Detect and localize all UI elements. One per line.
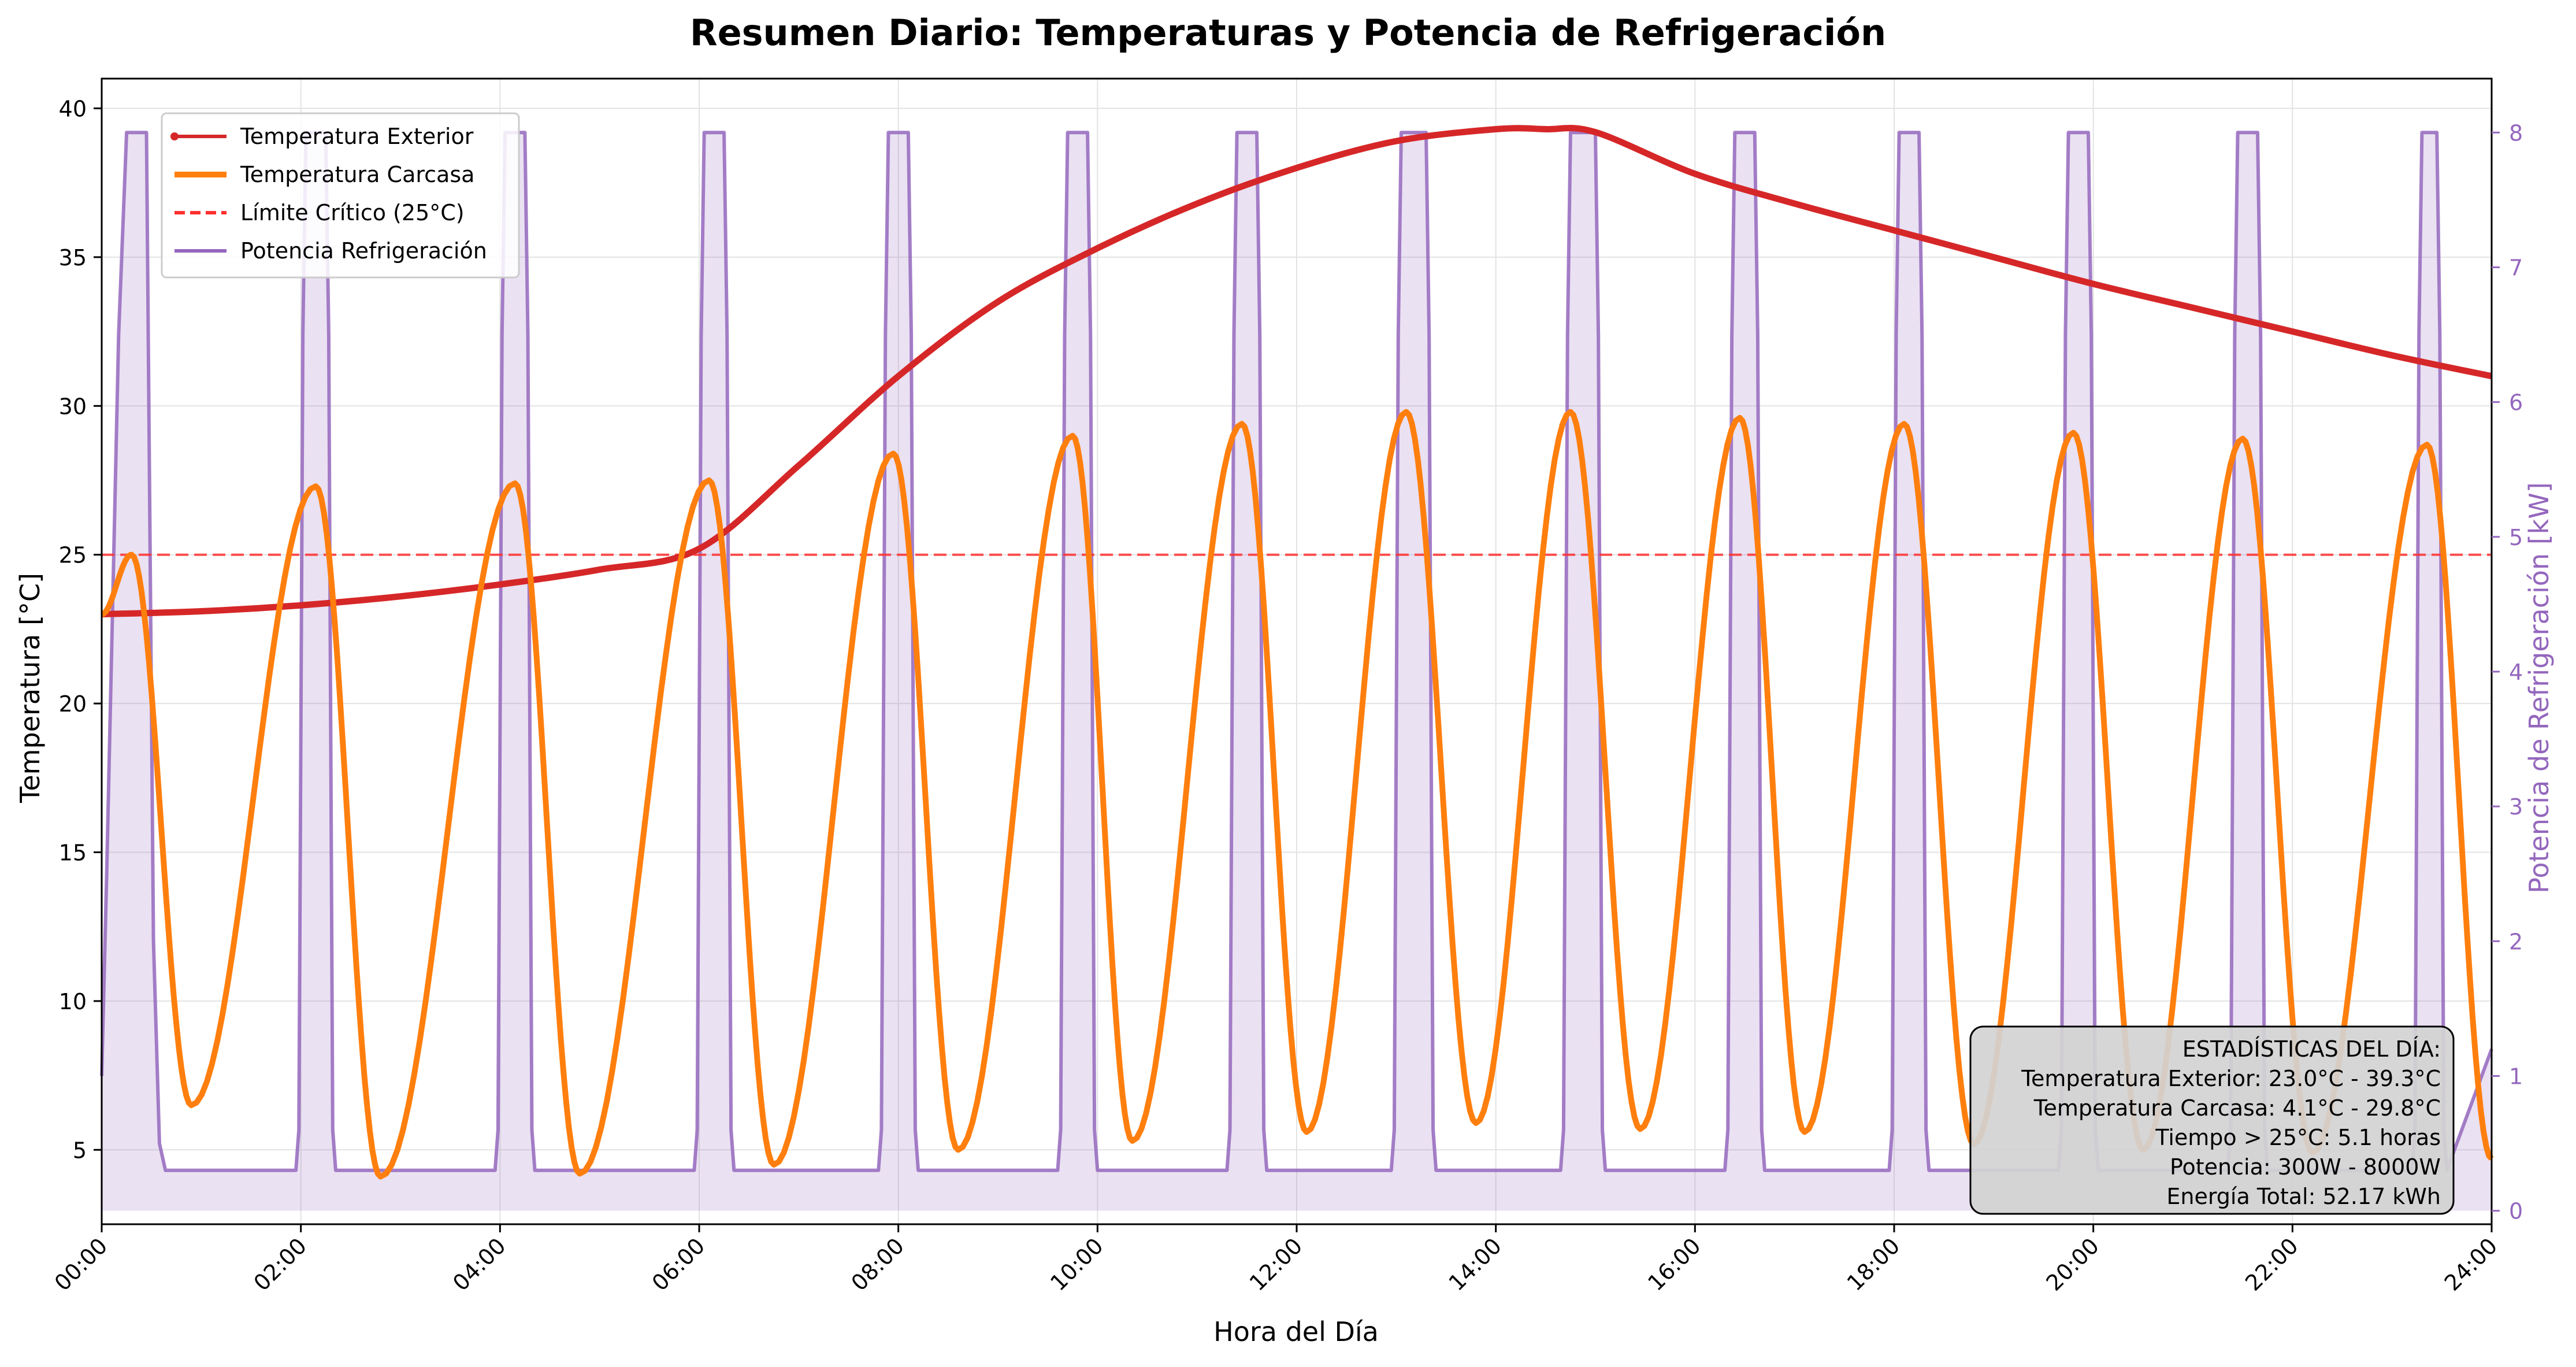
y-tick-label: 40	[59, 96, 87, 121]
y-right-tick-label: 3	[2509, 794, 2523, 820]
x-tick-label: 14:00	[1443, 1233, 1506, 1296]
chart-title: Resumen Diario: Temperaturas y Potencia …	[690, 12, 1886, 54]
stats-box-background	[1969, 1025, 2455, 1215]
exterior-temp-layer	[101, 125, 2493, 618]
x-tick-label: 02:00	[248, 1233, 311, 1296]
x-axis-label: Hora del Día	[1213, 1316, 1379, 1347]
case-temp-line	[100, 409, 2494, 1180]
legend-label: Temperatura Exterior	[240, 124, 474, 149]
y-axis-right-label: Potencia de Refrigeración [kW]	[2523, 482, 2555, 893]
x-tick-label: 12:00	[1245, 1233, 1308, 1296]
x-tick-label: 00:00	[50, 1233, 113, 1296]
legend-label: Temperatura Carcasa	[240, 162, 474, 187]
stats-box: ESTADÍSTICAS DEL DÍA: Temperatura Exterio…	[1969, 1025, 2455, 1215]
y-tick-label: 25	[59, 543, 87, 568]
legend-marker	[170, 132, 179, 140]
stats-line: Temperatura Carcasa: 4.1°C - 29.8°C	[2033, 1095, 2441, 1121]
legend-label: Potencia Refrigeración	[240, 238, 487, 264]
stats-line: Tiempo > 25°C: 5.1 horas	[2155, 1125, 2441, 1150]
y-right-tick-label: 6	[2509, 390, 2523, 416]
y-tick-label: 15	[59, 840, 87, 865]
x-tick-label: 18:00	[1842, 1233, 1905, 1296]
y-right-tick-label: 2	[2509, 929, 2523, 954]
y-tick-label: 5	[73, 1138, 87, 1163]
y-right-tick-label: 1	[2509, 1064, 2523, 1090]
y-right-tick-label: 0	[2509, 1199, 2523, 1224]
legend-label: Límite Crítico (25°C)	[240, 200, 465, 225]
y-right-tick-label: 8	[2509, 120, 2523, 146]
y-right-tick-label: 4	[2509, 660, 2523, 685]
y-right-tick-label: 5	[2509, 525, 2523, 550]
stats-line: Potencia: 300W - 8000W	[2170, 1154, 2441, 1180]
x-tick-label: 24:00	[2440, 1233, 2503, 1296]
legend: Temperatura Exterior Temperatura Carcasa L…	[161, 112, 520, 279]
case-temp-layer	[100, 409, 2494, 1180]
legend-box	[161, 112, 520, 279]
y-tick-label: 35	[59, 245, 87, 271]
y-right-tick-label: 7	[2509, 255, 2523, 280]
x-tick-label: 16:00	[1643, 1233, 1706, 1296]
y-tick-label: 30	[59, 394, 87, 419]
x-tick-label: 06:00	[647, 1233, 710, 1296]
x-tick-label: 22:00	[2240, 1233, 2303, 1296]
stats-line: ESTADÍSTICAS DEL DÍA:	[2182, 1036, 2441, 1062]
x-tick-label: 04:00	[448, 1233, 511, 1296]
stats-line: Energía Total: 52.17 kWh	[2166, 1184, 2441, 1209]
x-tick-label: 08:00	[846, 1233, 909, 1296]
stats-line: Temperatura Exterior: 23.0°C - 39.3°C	[2021, 1066, 2441, 1091]
y-tick-label: 20	[59, 691, 87, 717]
x-tick-label: 10:00	[1045, 1233, 1108, 1296]
y-tick-label: 10	[59, 989, 87, 1014]
exterior-temp-line	[101, 125, 2493, 618]
y-axis-label: Temperatura [°C]	[14, 573, 46, 803]
x-tick-label: 20:00	[2041, 1233, 2104, 1296]
